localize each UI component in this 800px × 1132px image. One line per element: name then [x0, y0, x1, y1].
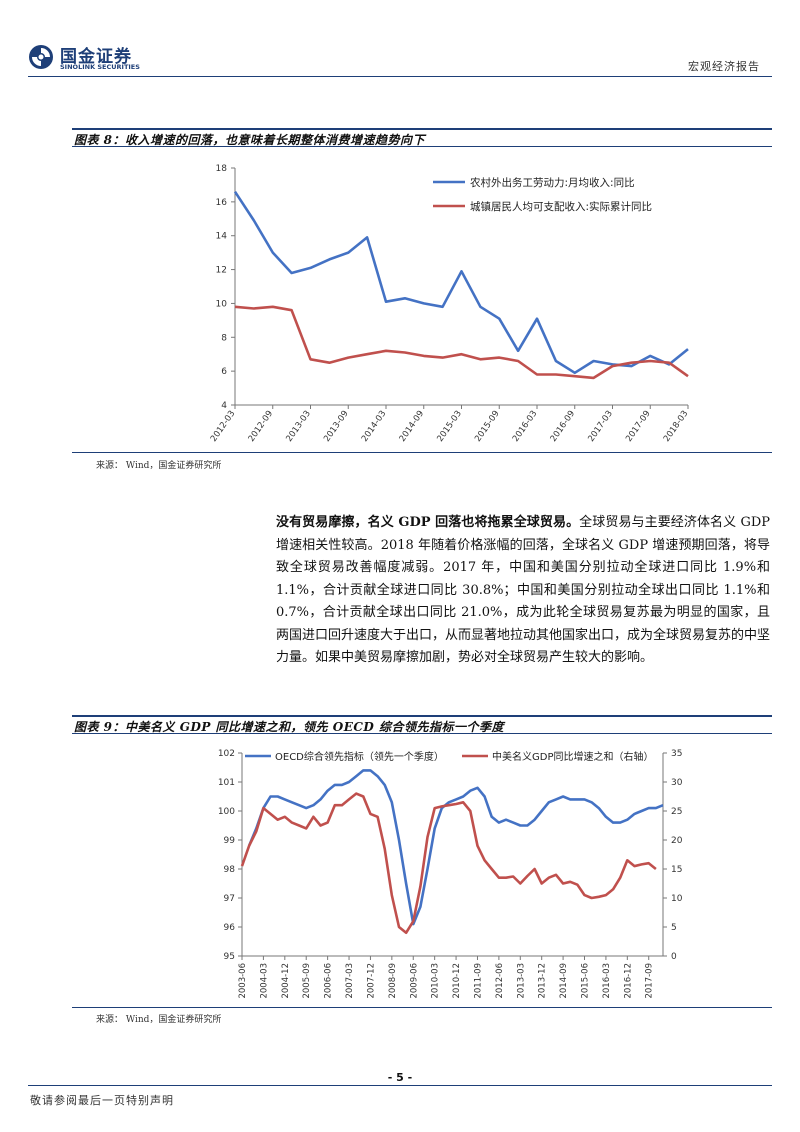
- chart8-x-tick-label: 2012-03: [209, 409, 238, 444]
- chart8-x-tick-label: 2012-09: [247, 409, 276, 444]
- sinolink-logo-icon: [29, 45, 53, 69]
- chart8-x-tick-label: 2015-03: [435, 409, 464, 444]
- footer-rule: [28, 1085, 772, 1086]
- chart9-left-tick-label: 96: [224, 923, 236, 933]
- chart9-x-tick-label: 2008-09: [388, 963, 398, 999]
- chart8-y-tick-label: 4: [221, 401, 227, 411]
- chart9-x-tick-label: 2010-03: [431, 963, 441, 999]
- chart9-left-tick-label: 95: [224, 952, 235, 962]
- chart9-right-tick-label: 35: [671, 749, 682, 759]
- chart9-left-tick-label: 99: [224, 836, 236, 846]
- header-rule: [28, 76, 772, 77]
- chart9-right-tick-label: 5: [671, 923, 677, 933]
- page-number: - 5 -: [387, 1071, 413, 1084]
- chart8-y-tick-label: 16: [216, 198, 228, 208]
- figure9-caption-bar: 图表 9：中美名义 GDP 同比增速之和，领先 OECD 综合领先指标一个季度: [72, 715, 772, 734]
- chart9-x-tick-label: 2014-09: [559, 963, 569, 999]
- chart9-right-tick-label: 25: [671, 807, 682, 817]
- chart8-series-line-2: [234, 305, 689, 380]
- chart9-right-tick-label: 30: [671, 778, 683, 788]
- chart8-y-tick-label: 8: [221, 333, 227, 343]
- chart9-x-tick-label: 2005-09: [302, 963, 312, 999]
- paragraph-body: 全球贸易与主要经济体名义 GDP 增速相关性较高。2018 年随着价格涨幅的回落…: [276, 515, 771, 665]
- chart9-x-tick-label: 2004-03: [259, 963, 269, 999]
- chart9-x-tick-label: 2013-03: [516, 963, 526, 999]
- logo-en: SINOLINK SECURITIES: [60, 63, 140, 71]
- chart9-legend-gdp-label: 中美名义GDP同比增速之和（右轴）: [492, 750, 653, 763]
- chart9-x-tick-label: 2007-03: [345, 963, 355, 999]
- chart8-x-tick-label: 2013-09: [322, 409, 351, 444]
- chart9-series-line-1: [247, 769, 664, 926]
- chart9-left-tick-label: 101: [218, 778, 235, 788]
- chart8-x-tick-label: 2017-09: [624, 409, 653, 444]
- figure9-source: 来源： Wind，国金证券研究所: [96, 1015, 222, 1025]
- chart8-legend-label-2: 城镇居民人均可支配收入:实际累计同比: [470, 200, 652, 213]
- figure8-chart: 4 6 8 10 12 14 16 18 2012-03 2012-09 2013-03 2013-0…: [209, 164, 691, 444]
- chart9-x-tick-label: 2017-09: [645, 963, 655, 999]
- chart8-legend-label-1: 农村外出务工劳动力:月均收入:同比: [470, 176, 635, 189]
- chart8-y-tick-label: 14: [216, 232, 228, 242]
- chart8-x-tick-label: 2015-09: [473, 409, 502, 444]
- chart8-x-tick-label: 2016-03: [511, 409, 540, 444]
- chart9-x-tick-label: 2004-12: [281, 963, 291, 999]
- chart8-x-tick-label: 2016-09: [549, 409, 578, 444]
- chart9-x-tick-label: 2012-06: [495, 963, 505, 999]
- body-paragraph: 没有贸易摩擦，名义 GDP 回落也将拖累全球贸易。全球贸易与主要经济体名义 GD…: [276, 512, 770, 670]
- chart9-series-line-2: [240, 792, 657, 935]
- chart9-left-tick-label: 102: [218, 749, 235, 759]
- chart9-x-tick-label: 2003-06: [238, 963, 248, 999]
- figure9-caption: 图表 9：中美名义 GDP 同比增速之和，领先 OECD 综合领先指标一个季度: [74, 720, 504, 734]
- chart8-x-tick-label: 2014-09: [398, 409, 427, 444]
- figure8-source: 来源： Wind，国金证券研究所: [96, 461, 222, 471]
- footer-disclaimer: 敬请参阅最后一页特别声明: [30, 1094, 174, 1107]
- chart8-y-tick-label: 10: [216, 299, 228, 309]
- chart9-left-tick-label: 97: [224, 894, 235, 904]
- logo-cn: 国金证券: [60, 47, 132, 67]
- chart9-x-tick-label: 2007-12: [366, 963, 376, 999]
- chart9-x-tick-label: 2011-09: [473, 963, 483, 999]
- figure9-source-rule: [72, 1007, 772, 1008]
- chart8-y-tick-label: 12: [216, 266, 227, 276]
- chart9-legend-oecd-label: OECD综合领先指标（领先一个季度）: [275, 750, 444, 763]
- report-type: 宏观经济报告: [688, 60, 760, 73]
- chart9-left-tick-label: 98: [224, 865, 236, 875]
- paragraph-lead: 没有贸易摩擦，名义 GDP 回落也将拖累全球贸易。: [276, 515, 580, 530]
- chart9-x-tick-label: 2016-03: [602, 963, 612, 999]
- chart9-left-tick-label: 100: [218, 807, 235, 817]
- chart9-right-tick-label: 15: [671, 865, 682, 875]
- figure8-caption-bar: 图表 8：收入增速的回落，也意味着长期整体消费增速趋势向下: [72, 128, 772, 147]
- chart8-y-tick-label: 18: [216, 164, 228, 174]
- chart9-x-tick-label: 2010-12: [452, 963, 462, 999]
- chart9-x-tick-label: 2015-06: [581, 963, 591, 999]
- chart9-x-tick-label: 2016-12: [623, 963, 633, 999]
- chart8-y-tick-label: 6: [221, 367, 227, 377]
- figure8-caption: 图表 8：收入增速的回落，也意味着长期整体消费增速趋势向下: [74, 133, 426, 147]
- chart8-x-tick-label: 2013-03: [284, 409, 313, 444]
- header-logo: 国金证券 SINOLINK SECURITIES: [28, 42, 148, 74]
- chart9-right-tick-label: 0: [671, 952, 677, 962]
- chart9-x-tick-label: 2013-12: [538, 963, 548, 999]
- chart9-x-tick-label: 2009-06: [409, 963, 419, 999]
- chart8-series-line-1: [233, 190, 689, 375]
- chart8-x-tick-label: 2018-03: [662, 409, 691, 444]
- chart9-x-tick-label: 2006-06: [324, 963, 334, 999]
- chart9-right-tick-label: 20: [671, 836, 683, 846]
- chart8-x-tick-label: 2017-03: [586, 409, 615, 444]
- figure8-source-rule: [72, 452, 772, 453]
- figure9-chart: 95 96 97 98 99 100 101 102 0 5 10 15 20 25 30 35 2003-06…: [218, 749, 683, 999]
- chart8-x-tick-label: 2014-03: [360, 409, 389, 444]
- chart9-right-tick-label: 10: [671, 894, 683, 904]
